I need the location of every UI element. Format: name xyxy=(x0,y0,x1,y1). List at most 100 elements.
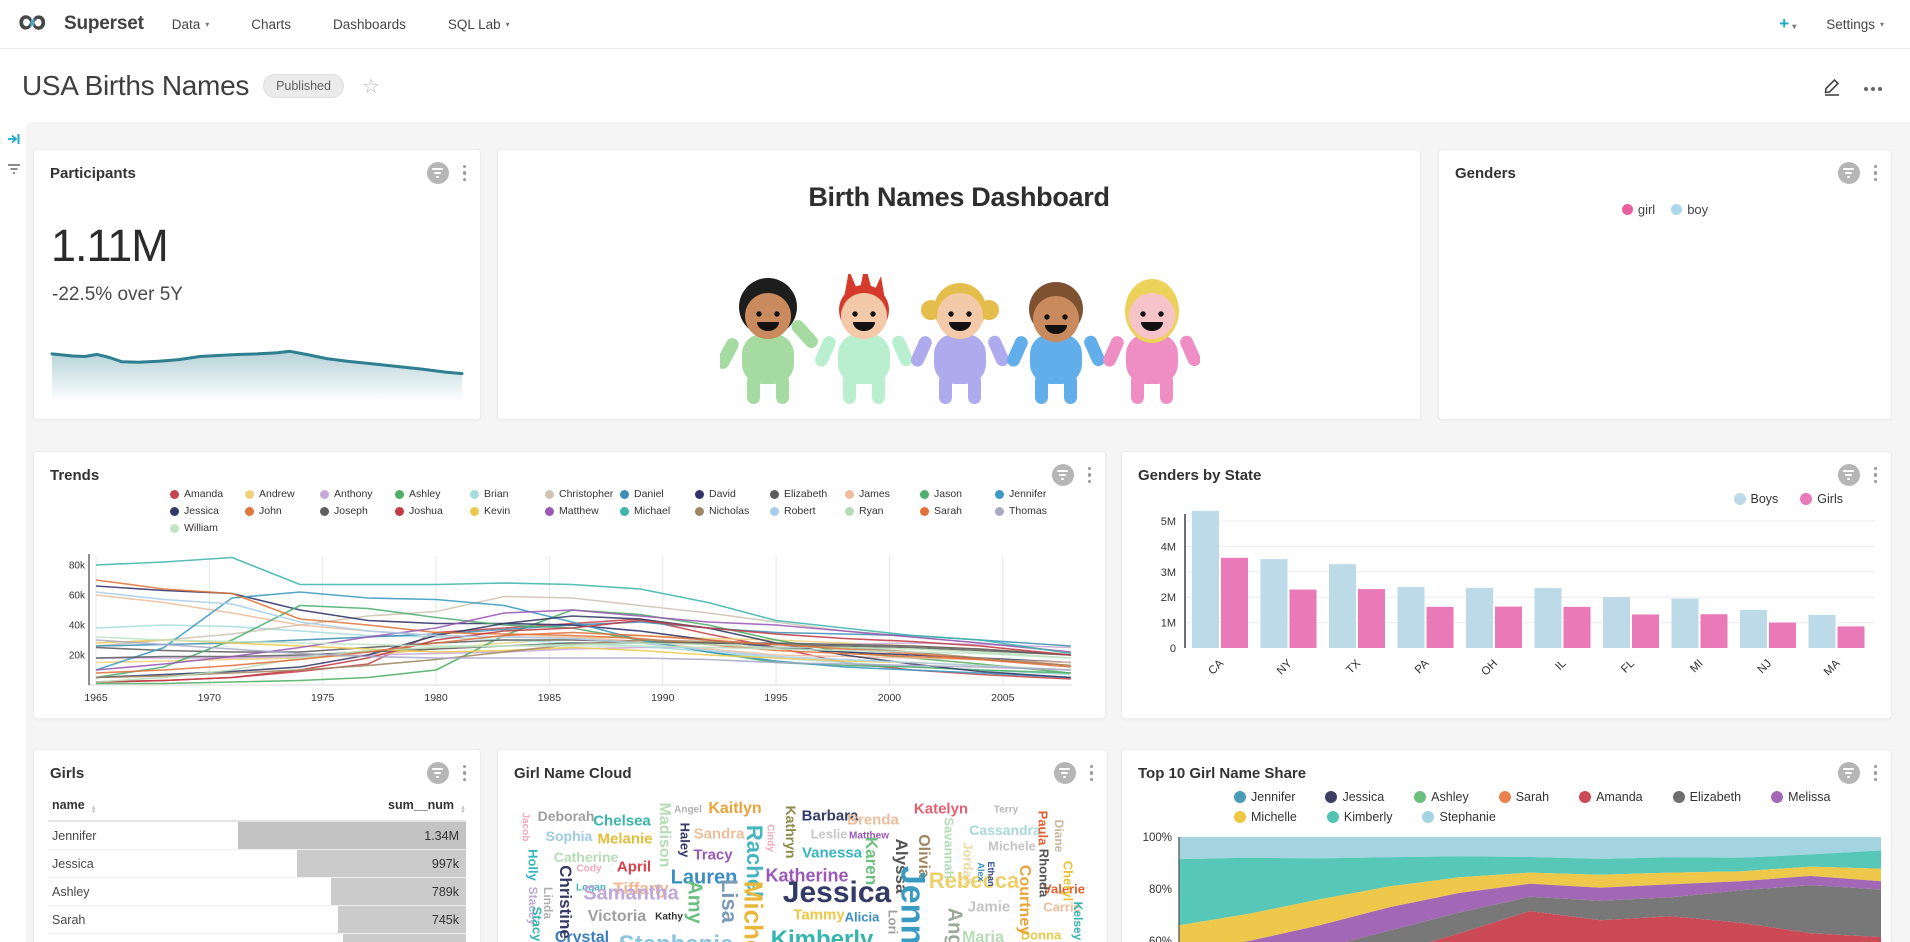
legend-item-david[interactable]: David xyxy=(695,486,770,503)
legend-dot-icon xyxy=(170,490,179,499)
published-badge[interactable]: Published xyxy=(263,74,344,98)
legend-item-amanda[interactable]: Amanda xyxy=(1579,790,1643,804)
filter-list-icon[interactable] xyxy=(6,162,22,181)
legend-item-brian[interactable]: Brian xyxy=(470,486,545,503)
legend-item-elizabeth[interactable]: Elizabeth xyxy=(770,486,845,503)
legend-item-boy[interactable]: boy xyxy=(1671,202,1708,217)
legend-dot-icon xyxy=(620,490,629,499)
nav-item-dashboards[interactable]: Dashboards xyxy=(333,17,406,32)
legend-item-stephanie[interactable]: Stephanie xyxy=(1422,810,1496,824)
chart-menu-button[interactable] xyxy=(1086,763,1098,784)
nav-item-charts[interactable]: Charts xyxy=(251,17,291,32)
new-item-button[interactable]: + ▾ xyxy=(1779,14,1797,33)
legend-item-ashley[interactable]: Ashley xyxy=(395,486,470,503)
cloud-word-jamie: Jamie xyxy=(967,898,1011,916)
legend-item-girl[interactable]: girl xyxy=(1621,202,1655,217)
filter-scope-icon[interactable] xyxy=(426,162,449,184)
word-cloud: Deborah Chelsea Sophia Melanie Angel Kaitlyn S… xyxy=(498,750,1107,942)
svg-text:1970: 1970 xyxy=(198,692,222,704)
legend-item-sarah[interactable]: Sarah xyxy=(920,503,995,520)
legend-item-amanda[interactable]: Amanda xyxy=(170,486,245,503)
filter-scope-icon[interactable] xyxy=(426,762,449,784)
legend-item-ashley[interactable]: Ashley xyxy=(1414,790,1469,804)
legend-item-thomas[interactable]: Thomas xyxy=(995,503,1070,520)
legend-item-john[interactable]: John xyxy=(245,503,320,520)
edit-dashboard-button[interactable] xyxy=(1822,76,1842,96)
sort-icon[interactable]: ▲ ▼ xyxy=(460,805,466,815)
expand-filter-bar-icon[interactable] xyxy=(7,132,21,151)
legend-label: William xyxy=(184,522,218,534)
legend-label: Brian xyxy=(484,488,509,500)
legend-item-daniel[interactable]: Daniel xyxy=(620,486,695,503)
legend-item-nicholas[interactable]: Nicholas xyxy=(695,503,770,520)
cloud-word-paula: Paula xyxy=(1035,810,1051,846)
cloud-word-madison: Madison xyxy=(656,802,673,868)
legend-label: Boys xyxy=(1750,492,1779,506)
nav-item-data[interactable]: Data ▾ xyxy=(172,17,210,32)
column-header-name[interactable]: name ▲ ▼ xyxy=(52,798,97,815)
legend-item-michelle[interactable]: Michelle xyxy=(1234,810,1297,824)
cloud-word-tammy: Tammy xyxy=(793,906,845,924)
svg-text:4M: 4M xyxy=(1161,541,1176,553)
filter-scope-icon[interactable] xyxy=(1837,762,1860,784)
legend-label: Jennifer xyxy=(1251,790,1296,804)
nav-item-label: Charts xyxy=(251,16,292,32)
legend-item-jennifer[interactable]: Jennifer xyxy=(995,486,1070,503)
legend-item-kevin[interactable]: Kevin xyxy=(470,503,545,520)
cloud-word-terry: Terry xyxy=(993,804,1019,816)
chart-menu-button[interactable] xyxy=(1084,465,1096,486)
legend-item-robert[interactable]: Robert xyxy=(770,503,845,520)
filter-scope-icon[interactable] xyxy=(1837,162,1860,184)
legend-item-christopher[interactable]: Christopher xyxy=(545,486,620,503)
sort-icon[interactable]: ▲ ▼ xyxy=(90,805,97,815)
filter-scope-icon[interactable] xyxy=(1051,464,1074,486)
svg-text:2005: 2005 xyxy=(991,692,1015,704)
page-title: USA Births Names xyxy=(22,70,250,101)
legend-dot-icon xyxy=(1621,204,1633,215)
chart-menu-button[interactable] xyxy=(1870,763,1882,784)
chart-menu-button[interactable] xyxy=(1870,465,1882,486)
dashboard-menu-button[interactable] xyxy=(1864,81,1882,91)
legend-label: Christopher xyxy=(559,488,614,500)
chart-menu-button[interactable] xyxy=(1870,163,1882,184)
superset-logo[interactable]: ∞ ∞ Superset xyxy=(18,0,144,43)
filter-scope-icon[interactable] xyxy=(1837,464,1860,486)
legend-item-jessica[interactable]: Jessica xyxy=(1325,790,1384,804)
nav-item-sql-lab[interactable]: SQL Lab ▾ xyxy=(448,17,510,32)
filter-scope-icon[interactable] xyxy=(1053,762,1076,784)
legend-item-elizabeth[interactable]: Elizabeth xyxy=(1672,790,1741,804)
infinity-logo-icon: ∞ ∞ xyxy=(18,0,47,43)
chart-menu-button[interactable] xyxy=(459,763,471,784)
column-header-sum-num[interactable]: sum__num ▲ ▼ xyxy=(388,798,466,815)
nav-item-label: Dashboards xyxy=(333,16,406,32)
chart-menu-button[interactable] xyxy=(459,163,471,184)
legend-item-joseph[interactable]: Joseph xyxy=(320,503,395,520)
legend-item-william[interactable]: William xyxy=(170,520,245,537)
legend-item-kimberly[interactable]: Kimberly xyxy=(1326,810,1392,824)
legend-item-jessica[interactable]: Jessica xyxy=(170,503,245,520)
svg-text:20k: 20k xyxy=(69,651,86,662)
table-header-row: name ▲ ▼ sum__num ▲ ▼ xyxy=(48,794,466,822)
legend-item-james[interactable]: James xyxy=(845,486,920,503)
cloud-word-linda: Linda xyxy=(541,887,555,919)
legend-item-ryan[interactable]: Ryan xyxy=(845,503,920,520)
legend-item-anthony[interactable]: Anthony xyxy=(320,486,395,503)
legend-item-jason[interactable]: Jason xyxy=(920,486,995,503)
legend-item-boys[interactable]: Boys xyxy=(1733,492,1779,506)
favorite-star-icon[interactable]: ☆ xyxy=(361,75,380,98)
settings-menu[interactable]: Settings ▾ xyxy=(1826,16,1884,32)
legend-item-andrew[interactable]: Andrew xyxy=(245,486,320,503)
cloud-word-diane: Diane xyxy=(1052,819,1066,853)
legend-item-girls[interactable]: Girls xyxy=(1800,492,1843,506)
legend-item-jennifer[interactable]: Jennifer xyxy=(1234,790,1295,804)
value-text: 720k xyxy=(432,934,459,942)
legend-item-sarah[interactable]: Sarah xyxy=(1498,790,1549,804)
legend-item-michael[interactable]: Michael xyxy=(620,503,695,520)
legend-dot-icon xyxy=(245,490,254,499)
cloud-word-sandra: Sandra xyxy=(693,825,745,843)
legend-item-joshua[interactable]: Joshua xyxy=(395,503,470,520)
legend-label: Joseph xyxy=(334,505,368,517)
legend-item-matthew[interactable]: Matthew xyxy=(545,503,620,520)
svg-text:1985: 1985 xyxy=(538,692,562,704)
legend-item-melissa[interactable]: Melissa xyxy=(1771,790,1830,804)
